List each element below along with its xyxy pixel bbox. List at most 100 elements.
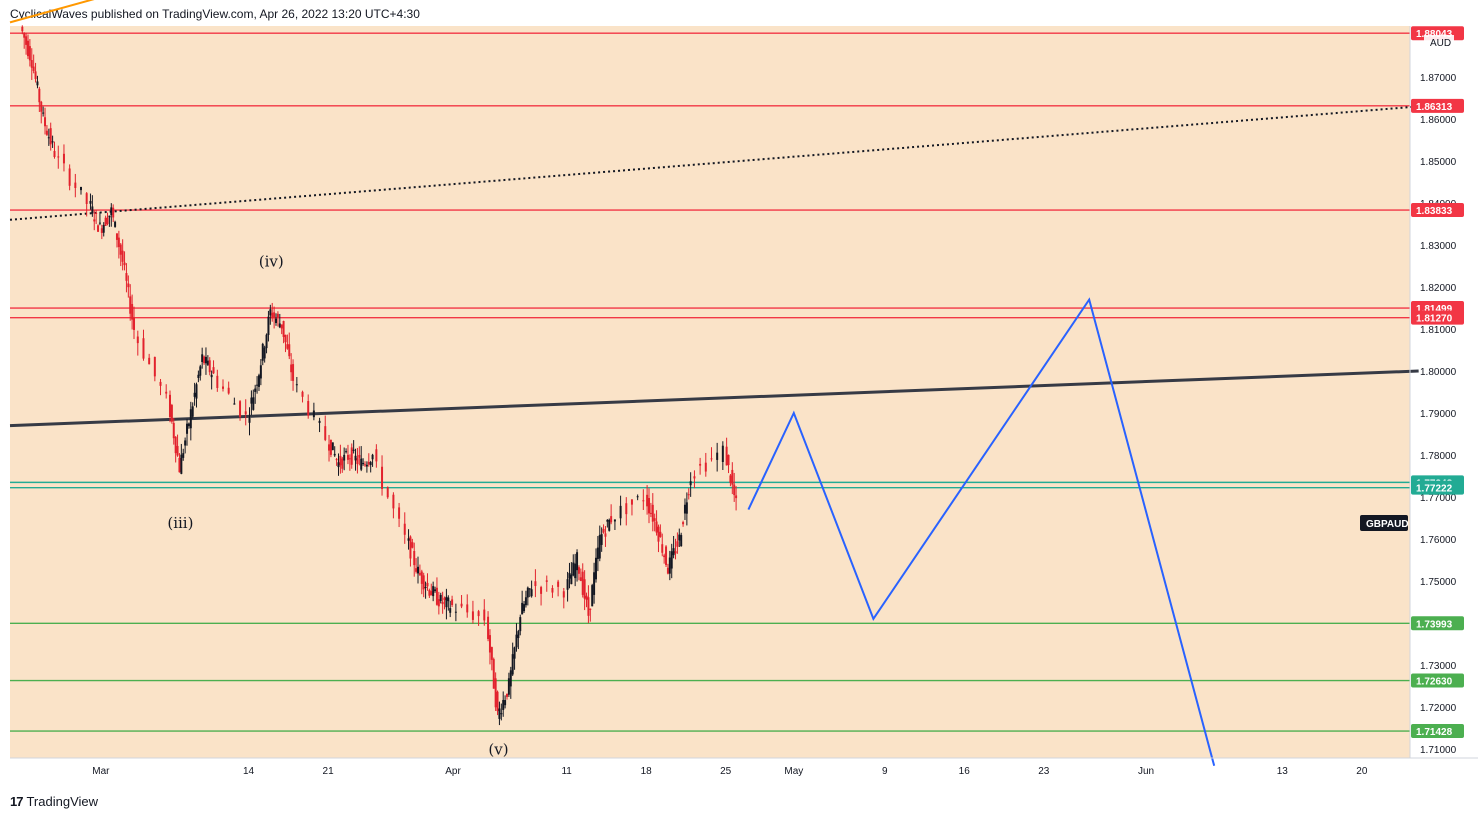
level-label-box [1411,480,1464,495]
time-tick-label: 16 [959,766,971,777]
candle-body [460,603,463,607]
currency-label: AUD [1430,38,1451,49]
candle-body [683,504,686,514]
candle-body [174,436,177,454]
candle-body [51,141,54,143]
candle-body [40,101,43,112]
candle-body [97,225,100,232]
candle-body [216,375,219,388]
candle-body [454,611,457,613]
candle-body [604,533,607,537]
candle-body [682,522,685,525]
candle-body [187,423,190,427]
candle-body [261,343,264,361]
candle-body [119,244,122,255]
candle-body [369,462,372,466]
candle-body [129,296,132,314]
candle-body [439,594,442,602]
symbol-label-box [1360,515,1408,531]
time-tick-label: 21 [323,766,335,777]
candle-body [509,670,512,687]
time-tick-label: May [784,766,803,777]
level-label-box [1411,98,1464,113]
candle-body [602,528,605,533]
time-tick-label: 18 [641,766,653,777]
candle-body [500,713,503,715]
candle-body [381,466,384,489]
price-tick-label: 1.75000 [1420,577,1457,588]
candle-body [488,635,491,653]
candle-body [284,334,287,343]
trend-lines [9,0,1419,428]
candle-body [534,581,537,587]
candle-body [487,616,490,640]
candle-body [331,442,334,451]
candle-body [521,602,524,615]
candle-body [672,548,675,556]
level-label: 1.71428 [1416,727,1453,738]
candle-body [32,66,35,71]
candle-body [593,572,596,595]
candle-body [411,542,414,548]
candle-body [729,475,732,483]
price-tick-label: 1.87000 [1420,73,1457,84]
level-label-box [1411,724,1464,739]
candle-body [710,458,713,460]
candle-body [407,538,410,541]
candle-body [42,112,45,114]
candle-body [212,367,215,374]
candle-body [371,454,374,460]
candle-body [112,207,115,218]
time-tick-label: Apr [445,766,461,777]
candle-body [328,444,331,451]
candle-body [657,526,660,542]
candle-body [153,356,156,377]
candle-body [172,423,175,439]
candle-body [685,502,688,514]
candle-body [687,494,690,496]
candle-body [100,228,103,233]
candle-body [699,463,702,466]
candle-body [53,150,56,158]
candle-body [195,384,198,399]
candle-body [45,130,48,135]
candle-body [47,137,50,139]
candle-body [678,534,681,541]
level-label-box [1411,673,1464,688]
candle-body [613,519,616,522]
candle-body [386,487,389,498]
candle-body [530,589,533,597]
candle-body [62,153,65,164]
candle-body [392,494,395,509]
candle-body [259,365,262,379]
candle-body [254,388,257,392]
candle-body [248,417,251,423]
candle-body [443,597,446,601]
candle-body [441,601,444,605]
price-chart[interactable]: (iii)(iv)(v) 1.880001.870001.860001.8500… [0,0,1478,790]
dotted-trend-line [9,105,1419,221]
candle-body [182,453,185,458]
candle-body [324,426,327,440]
candle-body [210,374,213,378]
candle-body [594,557,597,580]
candle-body [346,454,349,460]
candle-body [674,551,677,554]
candle-body [483,609,486,621]
candle-body [68,168,71,186]
candle-body [418,573,421,575]
level-label: 1.88043 [1416,29,1453,40]
candle-body [273,312,276,318]
candle-body [38,88,41,103]
candle-body [117,237,120,248]
candle-body [28,46,31,61]
candle-body [265,334,268,349]
time-tick-label: 11 [561,766,572,777]
candle-body [170,404,173,422]
candle-body [507,678,510,695]
candle-body [591,585,594,607]
candle-body [360,458,363,470]
candle-body [26,40,29,57]
candle-body [526,587,529,598]
candle-body [91,206,94,214]
